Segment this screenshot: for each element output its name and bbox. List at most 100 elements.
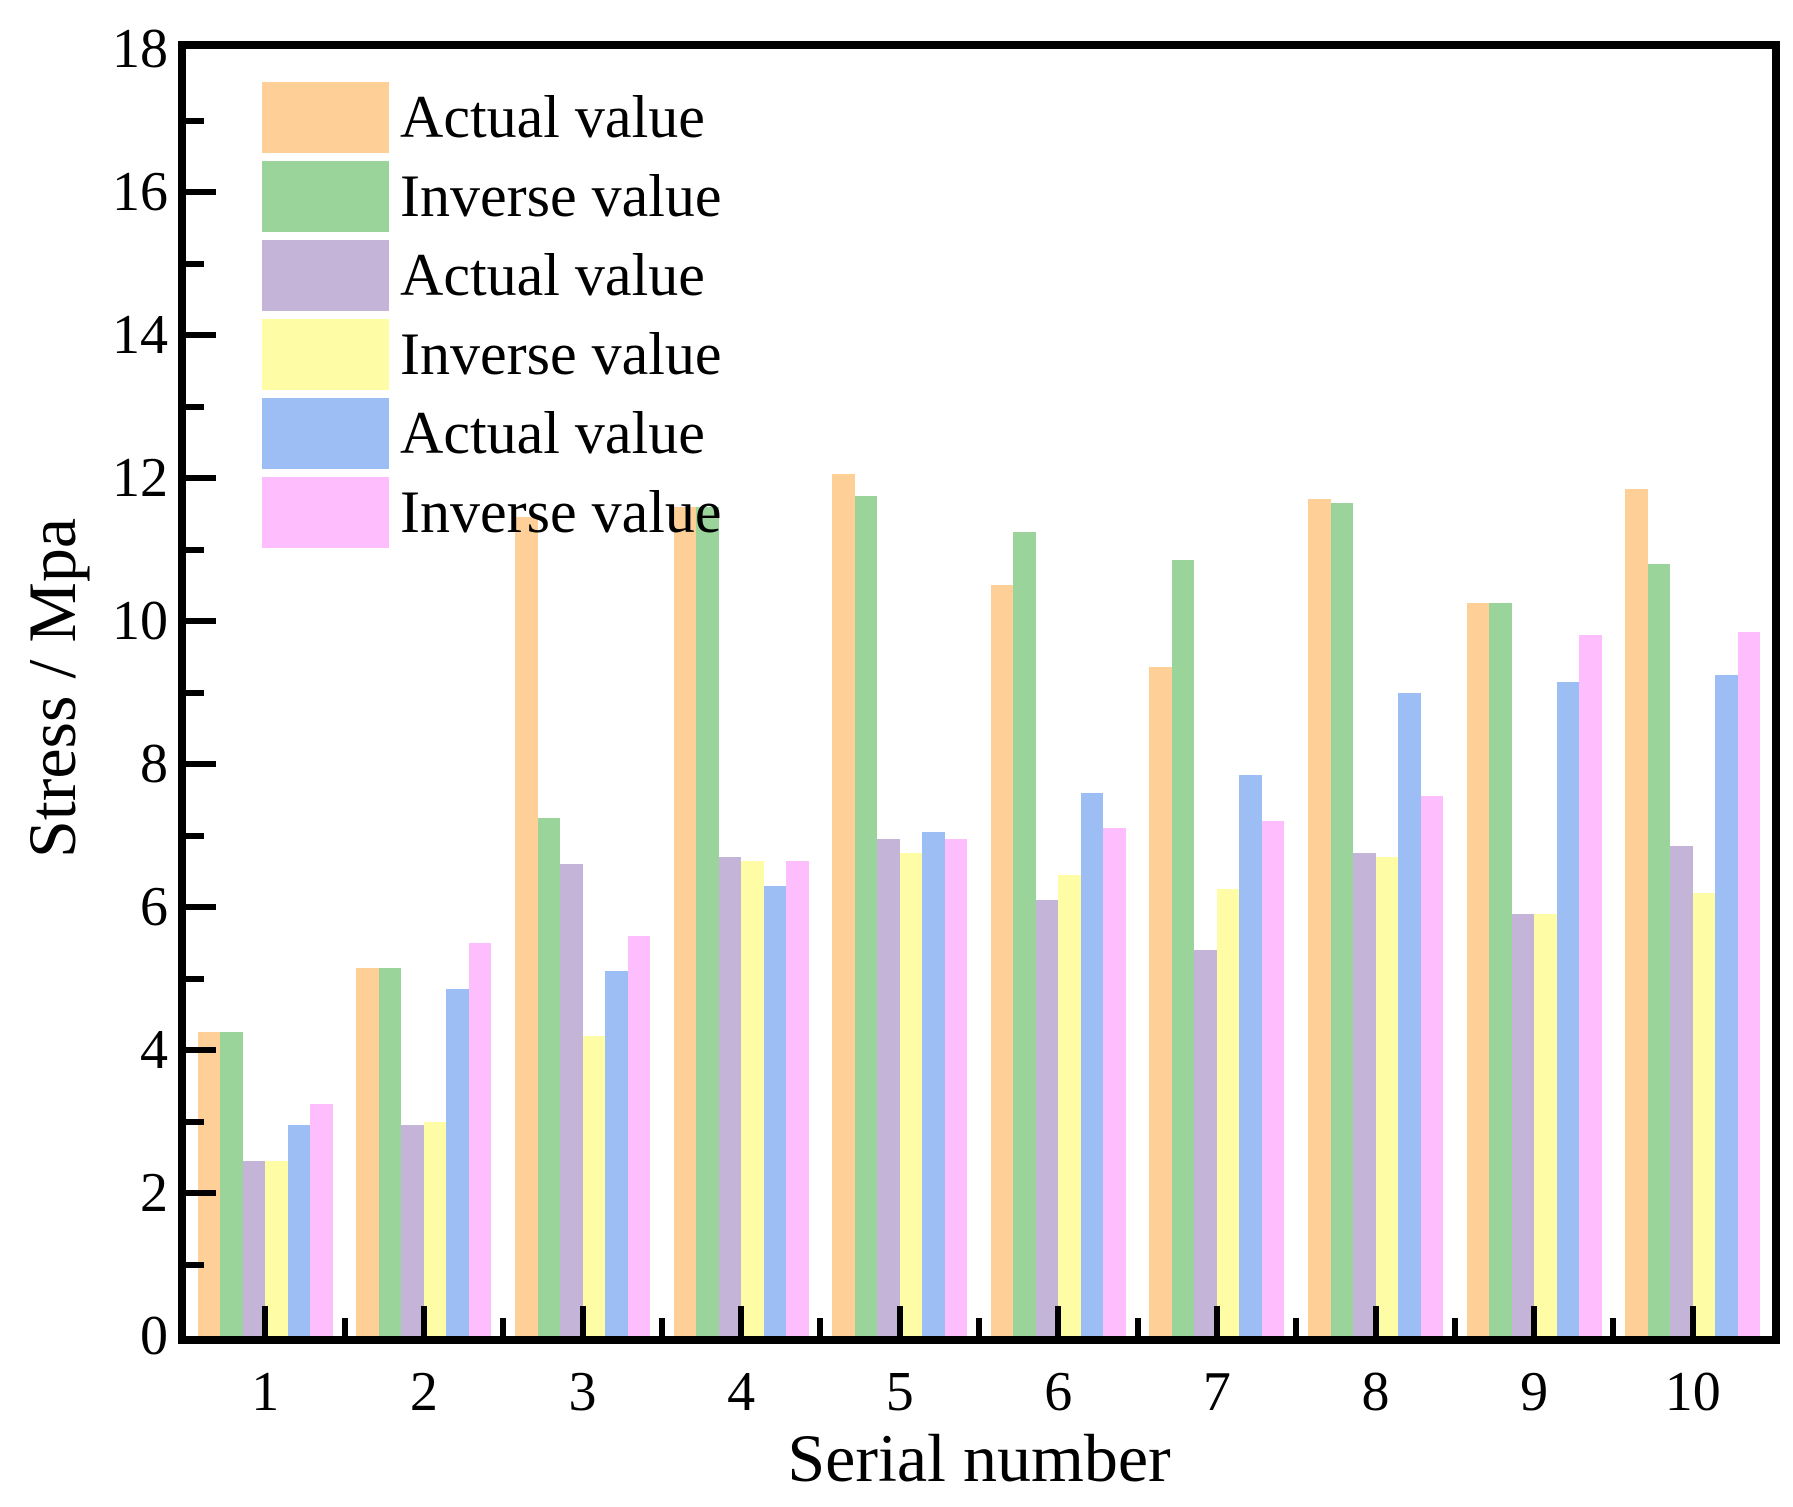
y-minor-tick-15 <box>186 260 204 267</box>
bar-series4-group5 <box>899 853 923 1336</box>
bar-series6-group8 <box>1420 796 1443 1336</box>
x-major-tick-10 <box>1689 1306 1696 1336</box>
legend-swatch-6 <box>262 477 389 548</box>
x-major-tick-2 <box>420 1306 427 1336</box>
bar-series5-group9 <box>1556 681 1580 1336</box>
bar-series5-group1 <box>287 1125 311 1336</box>
bar-series3-group8 <box>1353 853 1376 1336</box>
x-major-tick-7 <box>1213 1306 1220 1336</box>
bar-series3-group4 <box>718 856 742 1336</box>
x-tick-label-7: 7 <box>1202 1361 1231 1423</box>
x-tick-label-4: 4 <box>727 1361 756 1423</box>
bar-series1-group9 <box>1466 603 1490 1336</box>
x-major-tick-4 <box>738 1306 745 1336</box>
y-tick-label-16: 16 <box>112 161 168 223</box>
bar-series3-group3 <box>560 864 583 1336</box>
legend-swatch-2 <box>262 161 389 232</box>
y-tick-label-10: 10 <box>112 590 168 652</box>
y-minor-tick-3 <box>186 1118 204 1125</box>
y-tick-label-6: 6 <box>140 876 168 938</box>
bar-series4-group1 <box>265 1160 288 1336</box>
bar-series2-group5 <box>854 495 878 1336</box>
legend-row-3: Actual value <box>262 236 722 315</box>
bar-series1-group7 <box>1149 667 1172 1336</box>
bar-series1-group6 <box>990 585 1014 1336</box>
bar-series3-group2 <box>401 1125 424 1336</box>
bar-series6-group10 <box>1737 631 1761 1336</box>
x-tick-label-9: 9 <box>1520 1361 1549 1423</box>
bar-series3-group6 <box>1035 899 1059 1336</box>
x-major-tick-1 <box>262 1306 269 1336</box>
x-major-tick-3 <box>579 1306 586 1336</box>
x-major-tick-5 <box>896 1306 903 1336</box>
bar-series6-group6 <box>1103 828 1126 1336</box>
bar-series6-group7 <box>1261 821 1285 1336</box>
bar-series3-group10 <box>1670 846 1693 1336</box>
legend-row-5: Actual value <box>262 394 722 473</box>
bar-series4-group6 <box>1058 874 1081 1336</box>
bar-series5-group5 <box>922 831 945 1336</box>
x-major-tick-9 <box>1531 1306 1538 1336</box>
bar-series4-group9 <box>1534 914 1557 1336</box>
plot-area: 0 2 4 6 8 10 12 14 16 18 <box>112 18 1780 1367</box>
legend-swatch-1 <box>262 82 389 153</box>
bar-series5-group3 <box>605 971 628 1336</box>
bar-series2-group4 <box>696 506 719 1336</box>
y-axis-title: Stress / Mpa <box>14 518 90 858</box>
bar-series1-group3 <box>515 517 538 1336</box>
bar-series1-group10 <box>1625 488 1648 1336</box>
bar-series2-group10 <box>1647 563 1671 1336</box>
x-minor-tick-4 <box>817 1318 824 1336</box>
legend-label-3: Actual value <box>400 242 705 308</box>
y-tick-label-8: 8 <box>140 733 168 795</box>
bar-series2-group6 <box>1013 531 1036 1336</box>
bar-series5-group2 <box>446 989 469 1336</box>
bar-series3-group1 <box>242 1160 266 1336</box>
bar-series4-group8 <box>1375 856 1398 1336</box>
legend-label-5: Actual value <box>400 400 705 466</box>
x-minor-tick-1 <box>341 1318 348 1336</box>
x-axis-title: Serial number <box>787 1420 1171 1496</box>
bar-series5-group6 <box>1080 792 1104 1336</box>
y-tick-label-0: 0 <box>140 1305 168 1367</box>
legend-swatch-5 <box>262 398 389 469</box>
x-minor-tick-6 <box>1134 1318 1141 1336</box>
bar-series6-group2 <box>468 942 492 1336</box>
bar-series3-group9 <box>1511 914 1535 1336</box>
x-tick-label-3: 3 <box>568 1361 597 1423</box>
bar-series2-group7 <box>1171 560 1195 1336</box>
legend-label-2: Inverse value <box>400 163 722 229</box>
bar-series3-group7 <box>1194 949 1217 1336</box>
bar-series2-group9 <box>1489 603 1512 1336</box>
bar-series1-group1 <box>197 1032 221 1336</box>
y-major-tick-6 <box>186 904 216 910</box>
x-tick-label-6: 6 <box>1044 1361 1073 1423</box>
y-major-tick-16 <box>186 189 216 195</box>
x-tick-label-2: 2 <box>409 1361 438 1423</box>
x-tick-label-10: 10 <box>1664 1361 1721 1423</box>
y-tick-label-14: 14 <box>112 304 168 366</box>
y-major-tick-14 <box>186 332 216 338</box>
legend-row-2: Inverse value <box>262 157 722 236</box>
y-minor-tick-9 <box>186 689 204 696</box>
y-tick-label-18: 18 <box>112 18 168 80</box>
y-minor-tick-5 <box>186 975 204 982</box>
x-major-tick-8 <box>1372 1306 1379 1336</box>
bar-series4-group3 <box>582 1035 605 1336</box>
legend-row-6: Inverse value <box>262 473 722 552</box>
legend-label-4: Inverse value <box>400 321 722 387</box>
bar-series2-group2 <box>378 967 402 1336</box>
bar-series2-group1 <box>220 1032 243 1336</box>
bar-series2-group3 <box>537 817 560 1336</box>
y-tick-label-4: 4 <box>140 1019 168 1081</box>
bar-series5-group4 <box>763 885 787 1336</box>
bar-series4-group7 <box>1216 889 1240 1336</box>
bar-series4-group10 <box>1692 892 1716 1336</box>
bar-series3-group5 <box>877 839 900 1336</box>
legend-label-6: Inverse value <box>400 479 722 545</box>
y-minor-tick-11 <box>186 546 204 553</box>
bar-series6-group1 <box>310 1103 333 1336</box>
x-minor-tick-5 <box>976 1318 982 1336</box>
x-minor-tick-7 <box>1293 1318 1300 1336</box>
